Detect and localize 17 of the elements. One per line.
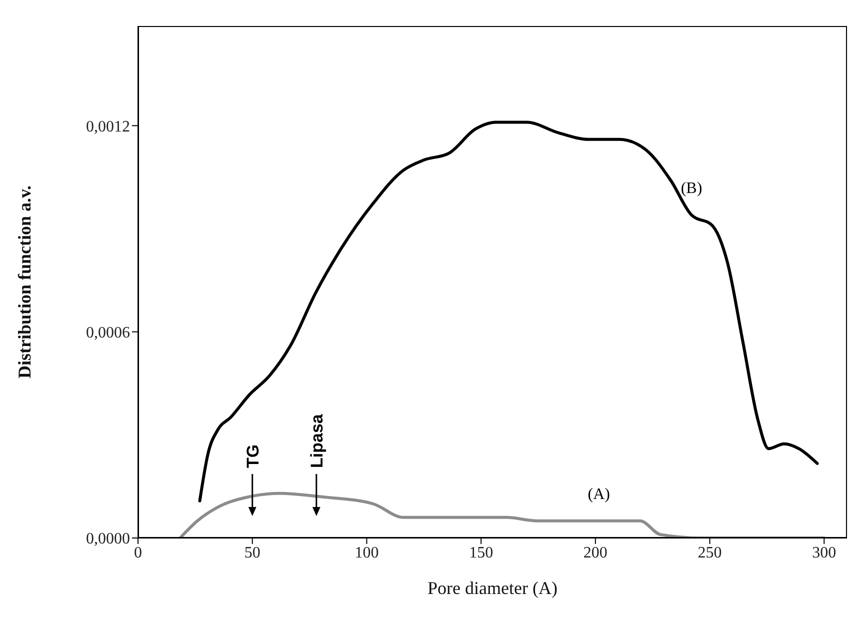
x-tick-label: 100 bbox=[354, 544, 379, 562]
x-tick-label: 300 bbox=[812, 544, 836, 562]
x-tick-label: 250 bbox=[698, 544, 722, 562]
ref-line-label: Lipasa bbox=[307, 414, 326, 468]
y-tick-label: 0,0012 bbox=[86, 118, 130, 136]
x-tick-label: 150 bbox=[469, 544, 494, 562]
y-axis-title: Distribution function a.v. bbox=[14, 185, 34, 379]
x-tick-label: 200 bbox=[583, 544, 608, 562]
series-label: (B) bbox=[680, 180, 702, 197]
x-axis-title: Pore diameter (A) bbox=[428, 578, 558, 598]
series-label: (A) bbox=[588, 486, 610, 503]
y-tick-label: 0,0006 bbox=[86, 324, 130, 342]
x-tick-label: 50 bbox=[244, 544, 260, 562]
line-series bbox=[198, 120, 819, 502]
y-tick-label: 0,0000 bbox=[86, 530, 130, 548]
ref-line-label: TG bbox=[243, 444, 262, 468]
x-tick-label: 0 bbox=[134, 544, 142, 562]
